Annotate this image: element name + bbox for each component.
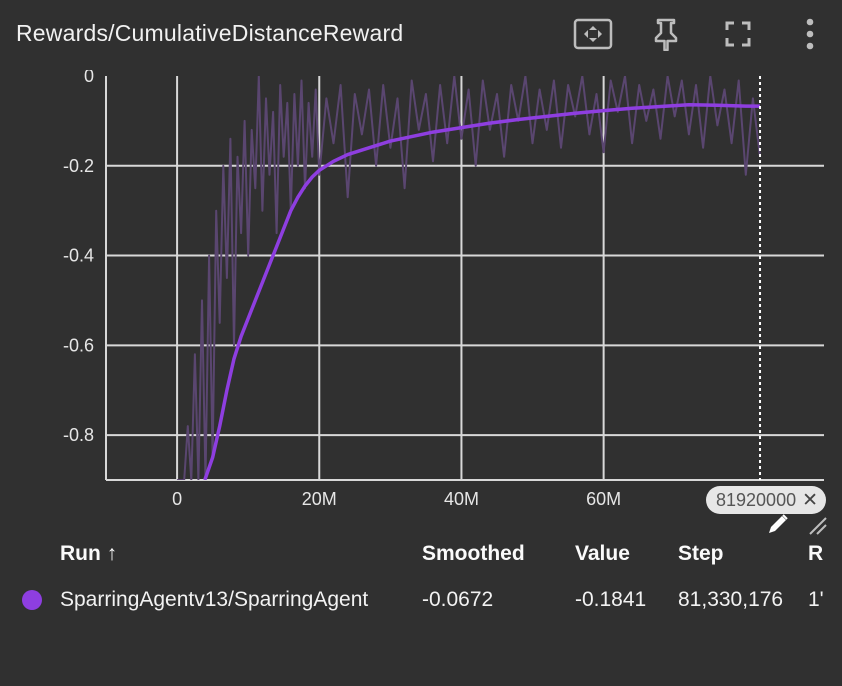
x-tick-label: 0 bbox=[172, 489, 182, 509]
more-vert-icon bbox=[806, 18, 814, 50]
card-header: Rewards/CumulativeDistanceReward bbox=[0, 0, 842, 72]
raw-value: -0.1841 bbox=[575, 588, 647, 611]
chart-title: Rewards/CumulativeDistanceReward bbox=[16, 20, 404, 46]
y-tick-labels: 0 -0.2 -0.4 -0.6 -0.8 bbox=[63, 70, 94, 445]
line-chart[interactable]: 0 20M 40M 60M 0 -0.2 -0.4 -0.6 -0.8 bbox=[0, 70, 842, 520]
raw-series-line bbox=[177, 76, 761, 480]
relative-value: 1' bbox=[808, 588, 824, 611]
fit-domain-button[interactable] bbox=[573, 14, 613, 54]
resize-icon[interactable] bbox=[806, 516, 830, 536]
y-tick-label: -0.4 bbox=[63, 246, 94, 266]
y-tick-label: -0.6 bbox=[63, 335, 94, 355]
smoothed-series bbox=[203, 102, 760, 480]
pin-icon bbox=[654, 18, 678, 51]
x-tick-label: 60M bbox=[586, 489, 621, 509]
y-tick-label: -0.2 bbox=[63, 156, 94, 176]
edit-icon[interactable] bbox=[766, 514, 792, 536]
column-header-smoothed[interactable]: Smoothed bbox=[422, 542, 525, 565]
column-header-value[interactable]: Value bbox=[575, 542, 630, 565]
close-icon[interactable]: ✕ bbox=[802, 489, 819, 511]
y-tick-label: -0.8 bbox=[63, 425, 94, 445]
step-value: 81,330,176 bbox=[678, 588, 784, 611]
raw-series bbox=[177, 76, 761, 480]
run-color-dot[interactable] bbox=[22, 590, 42, 610]
x-tick-labels: 0 20M 40M 60M bbox=[172, 489, 621, 509]
run-name: SparringAgentv13/SparringAgent bbox=[60, 588, 369, 611]
smoothed-value: -0.0672 bbox=[422, 588, 494, 611]
y-tick-label: 0 bbox=[84, 70, 94, 86]
more-options-button[interactable] bbox=[790, 14, 830, 54]
pin-button[interactable] bbox=[646, 14, 686, 54]
step-cursor-label: 81920000 bbox=[716, 489, 797, 510]
x-tick-label: 20M bbox=[302, 489, 337, 509]
column-header-run[interactable]: Run ↑ bbox=[60, 542, 118, 565]
smoothed-series-line bbox=[203, 102, 760, 480]
column-header-relative-clip: R bbox=[808, 542, 842, 570]
step-cursor-chip[interactable]: 81920000 ✕ bbox=[706, 486, 827, 514]
x-tick-label: 40M bbox=[444, 489, 479, 509]
fullscreen-button[interactable] bbox=[718, 14, 758, 54]
relative-value-clip: 1' bbox=[808, 588, 842, 616]
fullscreen-icon bbox=[725, 21, 751, 47]
column-header-relative[interactable]: R bbox=[808, 542, 824, 565]
resize-handle-area bbox=[806, 516, 842, 538]
fit-domain-icon bbox=[573, 18, 613, 50]
column-header-step[interactable]: Step bbox=[678, 542, 724, 565]
